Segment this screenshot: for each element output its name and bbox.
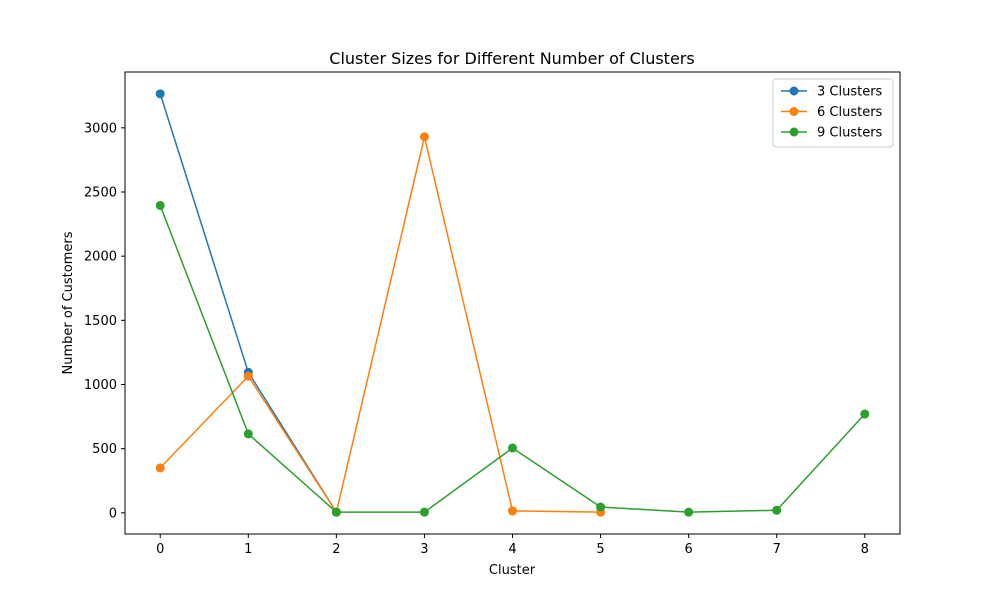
data-point [508, 506, 517, 516]
chart-title: Cluster Sizes for Different Number of Cl… [329, 49, 694, 68]
data-point [331, 507, 341, 517]
legend-label: 3 Clusters [817, 85, 883, 100]
y-axis: 0 500 1000 1500 2000 2500 3000 [84, 121, 125, 521]
y-tick-label: 500 [92, 442, 117, 457]
data-point [155, 200, 165, 210]
y-tick-label: 2000 [84, 250, 117, 265]
data-point [155, 89, 165, 99]
x-tick-label: 5 [596, 542, 604, 557]
data-point [860, 409, 870, 419]
data-point [684, 507, 694, 517]
y-tick-label: 0 [109, 506, 117, 521]
data-point [508, 443, 517, 453]
y-tick-label: 1000 [84, 378, 117, 393]
data-point [155, 463, 165, 473]
x-axis: 0 1 2 3 4 5 6 7 8 [156, 534, 869, 557]
legend-item-6-clusters: 6 Clusters [781, 105, 883, 120]
x-tick-label: 0 [156, 542, 164, 557]
series-9-clusters [155, 200, 870, 517]
data-point [243, 371, 253, 381]
y-tick-label: 2500 [84, 185, 117, 200]
x-axis-label: Cluster [489, 563, 536, 578]
data-point [243, 429, 253, 439]
y-tick-label: 1500 [84, 314, 117, 329]
x-tick-label: 8 [861, 542, 869, 557]
data-point [419, 507, 429, 517]
y-tick-label: 3000 [84, 121, 117, 136]
legend-marker [789, 127, 799, 137]
series-line-6-clusters [159, 136, 601, 513]
legend-box [772, 78, 894, 148]
legend-item-3-clusters: 3 Clusters [781, 85, 883, 100]
legend-marker [789, 86, 799, 96]
legend-item-9-clusters: 9 Clusters [781, 126, 883, 141]
x-tick-label: 4 [508, 542, 516, 557]
series-layer [155, 89, 870, 517]
x-tick-label: 1 [244, 542, 252, 557]
x-tick-label: 3 [420, 542, 428, 557]
legend: 3 Clusters 6 Clusters 9 Clusters [772, 78, 894, 148]
x-tick-label: 2 [332, 542, 340, 557]
legend-label: 6 Clusters [817, 105, 883, 120]
legend-label: 9 Clusters [817, 126, 883, 141]
data-point [419, 132, 429, 142]
x-tick-label: 6 [684, 542, 692, 557]
legend-marker [789, 107, 799, 116]
data-point [596, 502, 606, 512]
y-axis-label: Number of Customers [61, 231, 76, 374]
data-point [772, 505, 782, 515]
x-tick-label: 7 [773, 542, 781, 557]
